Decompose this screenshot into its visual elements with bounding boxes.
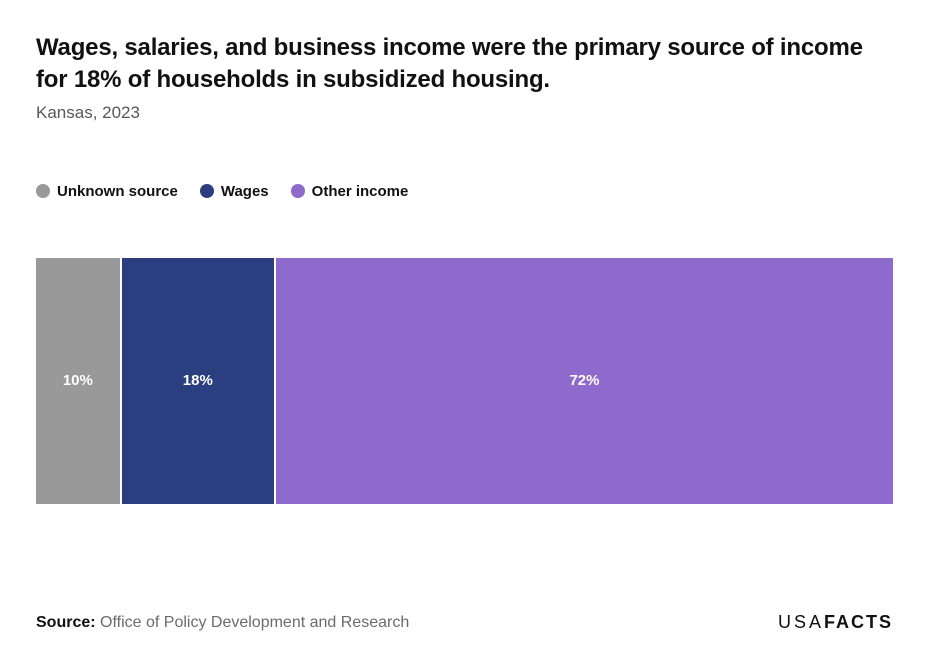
bar-segment-label: 10% [63, 372, 93, 389]
brand-logo: USAFACTS [778, 612, 893, 633]
bar-segment-unknown: 10% [36, 258, 122, 504]
legend-item-unknown: Unknown source [36, 183, 178, 200]
chart-title: Wages, salaries, and business income wer… [36, 32, 893, 97]
legend-label: Unknown source [57, 183, 178, 200]
bar-segment-other: 72% [276, 258, 893, 504]
legend: Unknown source Wages Other income [36, 183, 893, 200]
bar-segment-label: 18% [183, 372, 213, 389]
legend-item-wages: Wages [200, 183, 269, 200]
stacked-bar-chart: 10% 18% 72% [36, 258, 893, 504]
brand-part2: FACTS [824, 612, 893, 632]
bar-segment-label: 72% [569, 372, 599, 389]
circle-icon [291, 184, 305, 198]
source-line: Source: Office of Policy Development and… [36, 614, 409, 632]
legend-label: Wages [221, 183, 269, 200]
legend-label: Other income [312, 183, 409, 200]
circle-icon [36, 184, 50, 198]
brand-part1: USA [778, 612, 824, 632]
source-prefix: Source: [36, 614, 96, 631]
source-text: Office of Policy Development and Researc… [100, 614, 409, 631]
legend-item-other: Other income [291, 183, 409, 200]
chart-subtitle: Kansas, 2023 [36, 103, 893, 123]
stacked-bar: 10% 18% 72% [36, 258, 893, 504]
bar-segment-wages: 18% [122, 258, 276, 504]
circle-icon [200, 184, 214, 198]
